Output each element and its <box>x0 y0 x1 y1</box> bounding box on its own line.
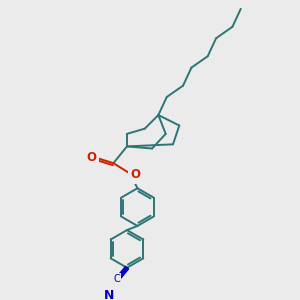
Text: O: O <box>86 152 96 164</box>
Text: C: C <box>113 274 120 284</box>
Text: N: N <box>104 290 114 300</box>
Text: O: O <box>130 168 140 181</box>
